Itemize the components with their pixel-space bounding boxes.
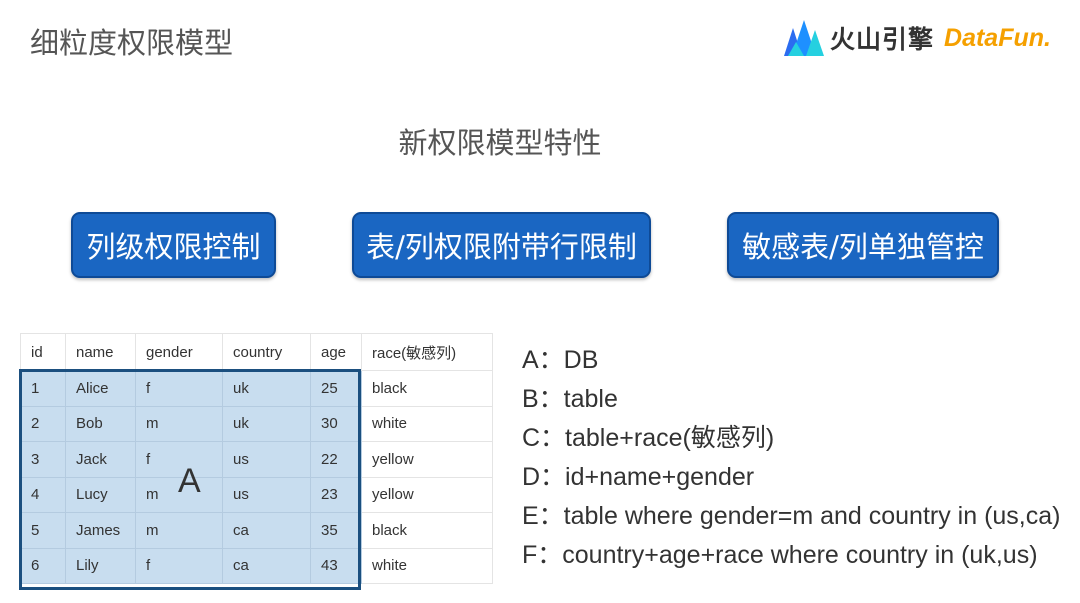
table-cell: black bbox=[361, 370, 493, 407]
option-b: B：table bbox=[522, 385, 618, 413]
table-cell: us bbox=[222, 476, 311, 513]
table-cell: James bbox=[65, 512, 136, 549]
table-header-row: id name gender country age race(敏感列) bbox=[20, 333, 493, 371]
table-cell: yellow bbox=[361, 441, 493, 478]
table-cell: 22 bbox=[310, 441, 362, 478]
header-cell: age bbox=[310, 333, 362, 371]
option-e: E：table where gender=m and country in (u… bbox=[522, 502, 1061, 530]
volcano-logo-icon bbox=[784, 20, 824, 56]
example-table: id name gender country age race(敏感列) 1 Al… bbox=[20, 333, 493, 584]
table-cell: m bbox=[135, 405, 223, 442]
table-cell: Bob bbox=[65, 405, 136, 442]
table-cell: us bbox=[222, 441, 311, 478]
table-cell: 2 bbox=[20, 405, 66, 442]
table-cell: uk bbox=[222, 405, 311, 442]
header-cell: country bbox=[222, 333, 311, 371]
table-cell: Lucy bbox=[65, 476, 136, 513]
partner-logo: DataFun. bbox=[944, 23, 1051, 52]
region-a-label: A bbox=[178, 462, 201, 500]
option-a: A：DB bbox=[522, 346, 599, 374]
table-cell: Jack bbox=[65, 441, 136, 478]
table-cell: 5 bbox=[20, 512, 66, 549]
table-cell: 30 bbox=[310, 405, 362, 442]
table-row: 1 Alice f uk 25 black bbox=[20, 370, 493, 407]
table-cell: 1 bbox=[20, 370, 66, 407]
table-cell: 4 bbox=[20, 476, 66, 513]
logo: 火山引擎 DataFun. bbox=[784, 16, 1051, 60]
section-subtitle: 新权限模型特性 bbox=[398, 126, 602, 160]
table-row: 5 James m ca 35 black bbox=[20, 512, 493, 549]
table-cell: f bbox=[135, 370, 223, 407]
table-cell: white bbox=[361, 405, 493, 442]
feature-column-permission: 列级权限控制 bbox=[71, 212, 276, 278]
option-c: C：table+race(敏感列) bbox=[522, 424, 775, 452]
table-cell: 35 bbox=[310, 512, 362, 549]
brand-name: 火山引擎 bbox=[830, 25, 935, 54]
table-cell: 25 bbox=[310, 370, 362, 407]
table-cell: f bbox=[135, 547, 223, 584]
table-cell: 3 bbox=[20, 441, 66, 478]
feature-sensitive-control: 敏感表/列单独管控 bbox=[727, 212, 999, 278]
header-cell: gender bbox=[135, 333, 223, 371]
table-cell: f bbox=[135, 441, 223, 478]
table-row: 2 Bob m uk 30 white bbox=[20, 405, 493, 442]
table-cell: 6 bbox=[20, 547, 66, 584]
table-cell: Lily bbox=[65, 547, 136, 584]
option-f: F：country+age+race where country in (uk,… bbox=[522, 541, 1038, 569]
table-cell: Alice bbox=[65, 370, 136, 407]
table-cell: m bbox=[135, 512, 223, 549]
feature-row-restriction: 表/列权限附带行限制 bbox=[352, 212, 651, 278]
table-cell: 23 bbox=[310, 476, 362, 513]
header-cell: race(敏感列) bbox=[361, 333, 493, 371]
options-list: A：DB B：table C：table+race(敏感列) D：id+name… bbox=[522, 343, 1060, 577]
table-cell: ca bbox=[222, 512, 311, 549]
table-row: 3 Jack f us 22 yellow bbox=[20, 441, 493, 478]
table-row: 6 Lily f ca 43 white bbox=[20, 547, 493, 584]
table-row: 4 Lucy m us 23 yellow bbox=[20, 476, 493, 513]
header-cell: name bbox=[65, 333, 136, 371]
header-cell: id bbox=[20, 333, 66, 371]
table-cell: black bbox=[361, 512, 493, 549]
table-cell: 43 bbox=[310, 547, 362, 584]
option-d: D：id+name+gender bbox=[522, 463, 755, 491]
table-cell: uk bbox=[222, 370, 311, 407]
table-cell: white bbox=[361, 547, 493, 584]
table-cell: m bbox=[135, 476, 223, 513]
slide-title: 细粒度权限模型 bbox=[30, 26, 234, 60]
table-cell: yellow bbox=[361, 476, 493, 513]
table-cell: ca bbox=[222, 547, 311, 584]
